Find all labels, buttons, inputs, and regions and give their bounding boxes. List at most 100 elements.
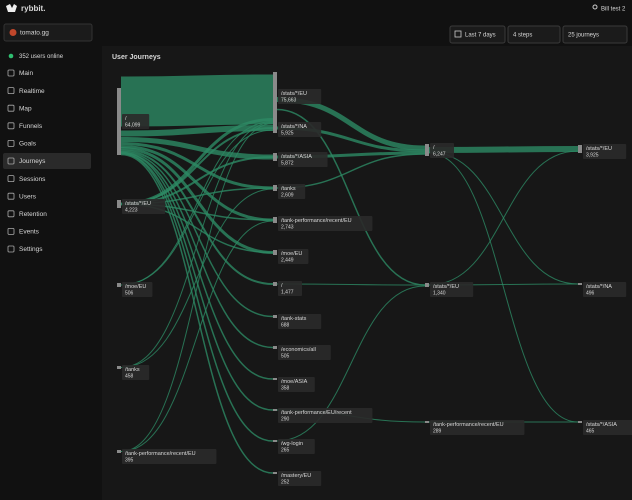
date-range-button[interactable] <box>449 25 506 44</box>
node-path[interactable]: /stats/*/EU <box>433 284 459 290</box>
nav-icon <box>7 245 15 253</box>
nav-icon <box>7 157 15 165</box>
nav-item[interactable]: Goals <box>19 141 37 148</box>
nav-item[interactable]: Events <box>19 229 40 236</box>
node-path[interactable]: /tank-stats <box>281 316 307 322</box>
node-bar <box>117 450 121 453</box>
node-label-box <box>430 420 525 435</box>
journey-link <box>120 145 274 222</box>
journey-link <box>428 150 579 286</box>
user-name[interactable]: Bill test 2 <box>601 7 626 13</box>
node-count: 506 <box>125 290 134 296</box>
node-path[interactable]: /economics/all <box>281 347 316 353</box>
node-path[interactable]: /stats/*/ASIA <box>281 154 312 160</box>
node-path[interactable]: /stats/*/EU <box>281 91 307 97</box>
node-path[interactable]: / <box>433 145 435 151</box>
site-selector[interactable] <box>3 23 93 42</box>
node-count: 64,099 <box>125 122 141 128</box>
node-count: 1,340 <box>433 290 446 296</box>
node-path[interactable]: /moe/EU <box>281 251 302 257</box>
nav-icon <box>7 122 15 130</box>
node-count: 6,247 <box>433 151 446 157</box>
journey-link <box>120 74 274 127</box>
node-path[interactable]: /stats/*/EU <box>586 146 612 152</box>
journey-link <box>120 152 274 442</box>
node-label-box <box>278 345 331 360</box>
node-path[interactable]: / <box>125 116 127 122</box>
node-bar <box>273 409 277 411</box>
node-bar <box>273 346 277 349</box>
journey-link <box>120 147 274 254</box>
node-path[interactable]: /stats/*/ASIA <box>586 422 617 428</box>
node-label-box <box>278 471 322 486</box>
journey-link <box>120 122 274 368</box>
nav-item[interactable]: Retention <box>19 211 47 218</box>
node-label-box <box>583 282 627 297</box>
node-path[interactable]: /tank-performance/EU/recent <box>281 410 352 416</box>
nav-item[interactable]: Sessions <box>19 176 46 183</box>
node-path[interactable]: /tank-performance/recent/EU <box>281 218 352 224</box>
node-path[interactable]: /stats/*/NA <box>586 284 612 290</box>
node-label-box <box>278 377 315 392</box>
journeys-select[interactable] <box>562 25 628 44</box>
steps[interactable]: 4 steps <box>513 33 532 39</box>
node-label-box <box>278 249 309 264</box>
nav-item[interactable]: Settings <box>19 246 43 253</box>
steps-select[interactable] <box>507 25 561 44</box>
node-count: 395 <box>125 457 134 463</box>
node-label-box <box>278 89 322 104</box>
node-bar <box>273 378 277 380</box>
node-path[interactable]: /moe/EU <box>125 284 146 290</box>
node-bar <box>273 282 277 286</box>
calendar-icon <box>454 30 462 38</box>
node-bar <box>273 472 277 474</box>
node-label-box <box>122 114 150 129</box>
node-path[interactable]: /mastery/EU <box>281 473 311 479</box>
node-path[interactable]: /tank-performance/recent/EU <box>125 451 196 457</box>
site-name[interactable]: tomato.gg <box>20 30 49 37</box>
nav-item[interactable]: Map <box>19 105 32 112</box>
node-count: 688 <box>281 322 290 328</box>
journeys-count[interactable]: 25 journeys <box>568 33 599 39</box>
node-count: 289 <box>433 428 442 434</box>
node-bar <box>117 200 121 208</box>
node-count: 358 <box>281 385 290 391</box>
date-range[interactable]: Last 7 days <box>465 33 496 39</box>
journey-link <box>120 150 274 318</box>
nav-item[interactable]: Funnels <box>19 123 43 130</box>
site-icon <box>9 29 17 36</box>
node-path[interactable]: /stats/*/NA <box>281 124 307 130</box>
node-label-box <box>278 281 302 296</box>
node-path[interactable]: /tanks <box>281 186 296 192</box>
node-bar <box>273 72 277 127</box>
node-bar <box>273 217 277 223</box>
node-path[interactable]: / <box>281 283 283 289</box>
node-bar <box>273 153 277 161</box>
node-count: 5,872 <box>281 160 294 166</box>
nav-item[interactable]: Realtime <box>19 88 45 95</box>
node-label-box <box>278 314 322 329</box>
node-bar <box>273 315 277 318</box>
journey-link <box>120 137 274 160</box>
node-path[interactable]: /tank-performance/recent/EU <box>433 422 504 428</box>
node-path[interactable]: /tanks <box>125 367 140 373</box>
nav-item[interactable]: Journeys <box>19 158 46 165</box>
node-label-box <box>278 122 322 137</box>
node-count: 496 <box>586 290 595 296</box>
journey-link <box>120 152 274 411</box>
node-count: 1,477 <box>281 289 294 295</box>
node-bar <box>425 421 429 423</box>
nav-icon <box>7 175 15 183</box>
node-count: 252 <box>281 479 290 485</box>
nav-item[interactable]: Main <box>19 70 33 77</box>
node-path[interactable]: /stats/*/EU <box>125 201 151 207</box>
node-label-box <box>278 184 306 199</box>
panel-title: User Journeys <box>112 54 161 61</box>
nav-item[interactable]: Users <box>19 193 37 200</box>
node-path[interactable]: /wg-login <box>281 441 303 447</box>
node-path[interactable]: /moe/ASIA <box>281 379 308 385</box>
node-count: 4,223 <box>125 207 138 213</box>
node-bar <box>273 185 277 191</box>
node-count: 75,663 <box>281 97 297 103</box>
